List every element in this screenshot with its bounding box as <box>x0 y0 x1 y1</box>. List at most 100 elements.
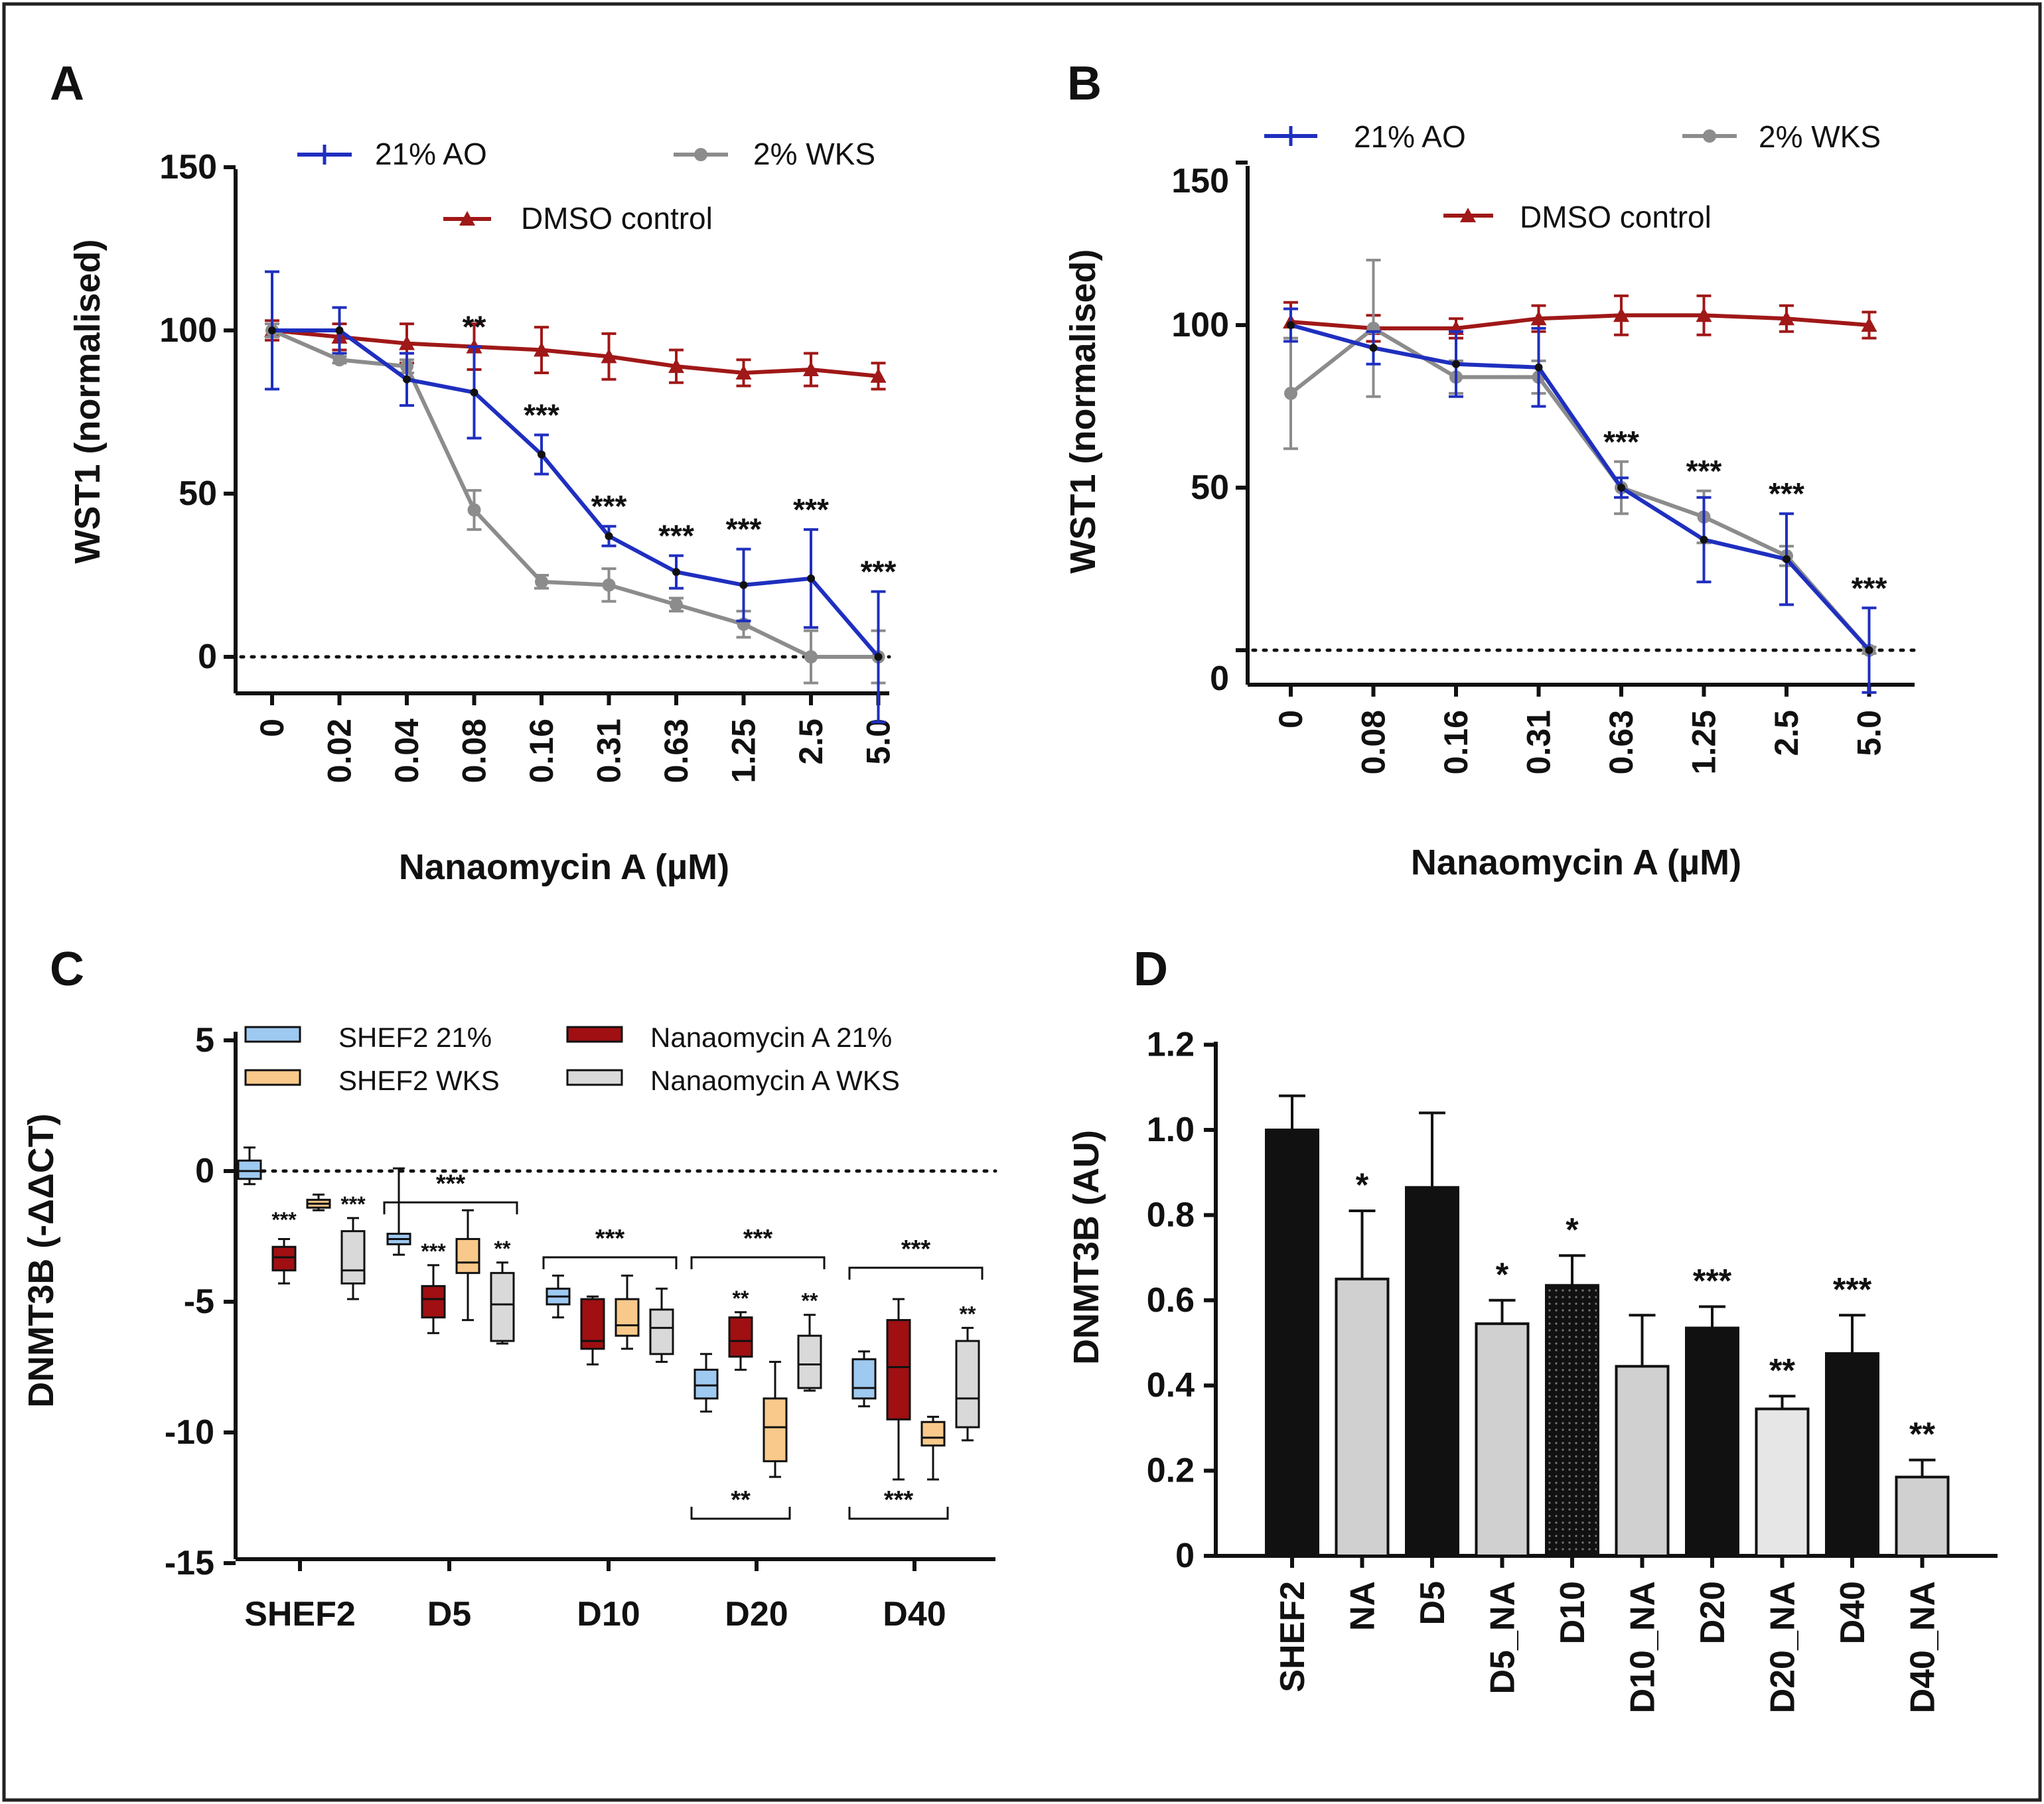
x-tick-label: 5.0 <box>1851 710 1888 756</box>
significance-bracket <box>690 1507 791 1520</box>
legend-label-21ao: 21% AO <box>375 137 487 171</box>
series-21ao-line <box>272 328 880 658</box>
significance-bracket <box>848 1507 949 1520</box>
significance-stars: *** <box>793 492 829 527</box>
panel-c-y-axis-label: DNMT3B (-ΔΔCT) <box>21 1113 61 1408</box>
x-tick-label: 0 <box>254 719 291 737</box>
box-significance-stars: *** <box>271 1208 297 1231</box>
series-21ao-point <box>1783 555 1790 563</box>
y-tick-label: 0.4 <box>1147 1366 1195 1405</box>
series-dmso-point <box>601 348 617 364</box>
series-2wks-point <box>670 598 683 612</box>
significance-bracket <box>690 1256 826 1270</box>
box <box>649 1308 674 1355</box>
bar-significance-stars: * <box>1356 1166 1369 1204</box>
legend-label-2wks: 2% WKS <box>753 137 875 171</box>
x-tick-label: D10_NA <box>1624 1581 1662 1713</box>
box <box>455 1237 480 1275</box>
x-tick-label: D40_NA <box>1904 1581 1942 1713</box>
series-dmso-point <box>534 342 549 357</box>
significance-bracket <box>848 1267 984 1280</box>
series-21ao-point <box>605 531 613 540</box>
significance-stars: *** <box>1852 571 1887 605</box>
box <box>851 1358 877 1400</box>
box <box>340 1230 366 1284</box>
significance-stars: *** <box>1686 454 1722 488</box>
box-significance-stars: ** <box>733 1286 749 1310</box>
x-tick-label: SHEF2 <box>1274 1581 1312 1693</box>
series-dmso-point <box>1779 311 1794 326</box>
x-tick-label: 1.25 <box>725 719 763 783</box>
significance-stars: ** <box>463 310 486 344</box>
series-dmso-point <box>803 362 819 377</box>
panel-d-y-axis-label: DNMT3B (AU) <box>1066 1130 1106 1365</box>
y-tick-label: 5 <box>195 1021 214 1060</box>
series-21ao-point <box>538 450 546 458</box>
y-tick-label: 0.8 <box>1147 1196 1195 1234</box>
box <box>920 1421 946 1447</box>
bar <box>1405 1186 1459 1558</box>
y-tick-label: -5 <box>184 1283 214 1321</box>
box <box>421 1284 446 1319</box>
series-21ao-point <box>1534 363 1543 372</box>
bar <box>1475 1322 1530 1557</box>
series-21ao-point <box>403 375 411 383</box>
panel-b-legend: 21% AO 2% WKS DMSO control <box>1264 119 1881 234</box>
y-tick-label: 150 <box>159 148 217 186</box>
series-21ao-point <box>268 326 276 334</box>
x-tick-label: 0.63 <box>658 719 695 783</box>
y-tick-label: 50 <box>179 474 217 513</box>
bar-significance-stars: * <box>1566 1211 1579 1248</box>
legend-marker-2wks <box>694 148 707 161</box>
y-tick-label: 1.0 <box>1147 1111 1195 1149</box>
legend-swatch-shef2-21 <box>244 1026 301 1043</box>
bar <box>1615 1365 1670 1558</box>
series-dmso-point <box>870 368 887 383</box>
x-tick-label: 5.0 <box>860 719 897 765</box>
x-tick-label: 0.16 <box>523 719 560 783</box>
significance-stars: *** <box>726 512 762 547</box>
bar-significance-stars: ** <box>1909 1416 1935 1453</box>
box <box>271 1245 297 1272</box>
y-tick-label: -15 <box>165 1544 214 1582</box>
bar <box>1825 1352 1879 1558</box>
legend-label-shef2-wks: SHEF2 WKS <box>338 1065 500 1096</box>
box <box>728 1316 753 1358</box>
legend-marker-dmso <box>459 211 475 226</box>
series-2wks-point <box>332 353 346 367</box>
series-2wks-point <box>602 578 616 592</box>
series-2wks-point <box>804 650 818 663</box>
box-significance-stars: ** <box>494 1237 511 1261</box>
x-tick-label: 1.25 <box>1686 710 1723 774</box>
series-21ao-line <box>1290 323 1871 652</box>
bracket-significance-stars: *** <box>436 1170 466 1198</box>
legend-swatch-nana-wks <box>566 1069 623 1086</box>
box <box>886 1319 911 1421</box>
bar <box>1265 1129 1319 1557</box>
x-tick-label: D5 <box>1414 1581 1452 1625</box>
series-21ao-point <box>1369 344 1378 352</box>
box <box>694 1368 719 1400</box>
legend-label-2wks: 2% WKS <box>1759 119 1881 154</box>
panel-c-legend: SHEF2 21% Nanaomycin A 21% SHEF2 WKS Nan… <box>244 1022 900 1096</box>
box-significance-stars: *** <box>421 1239 446 1263</box>
significance-stars: *** <box>591 489 627 523</box>
x-tick-label: 0 <box>1272 710 1309 729</box>
box <box>763 1397 788 1462</box>
panel-label-d: D <box>1133 943 1168 996</box>
y-tick-label: 100 <box>159 311 217 350</box>
panel-b-y-axis-label: WST1 (normalised) <box>1063 249 1103 573</box>
bracket-significance-stars: *** <box>884 1486 914 1514</box>
legend-label-shef2-21: SHEF2 21% <box>338 1022 492 1053</box>
legend-marker-dmso <box>1460 208 1476 222</box>
series-21ao-point <box>739 581 748 589</box>
bar-significance-stars: ** <box>1769 1352 1795 1389</box>
series-21ao-point <box>1700 535 1708 544</box>
bar <box>1545 1284 1599 1557</box>
series-dmso-line <box>1290 313 1869 330</box>
series-21ao-point <box>1617 484 1625 492</box>
box <box>615 1298 640 1337</box>
series-dmso-point <box>735 364 752 380</box>
box-significance-stars: *** <box>340 1192 366 1216</box>
